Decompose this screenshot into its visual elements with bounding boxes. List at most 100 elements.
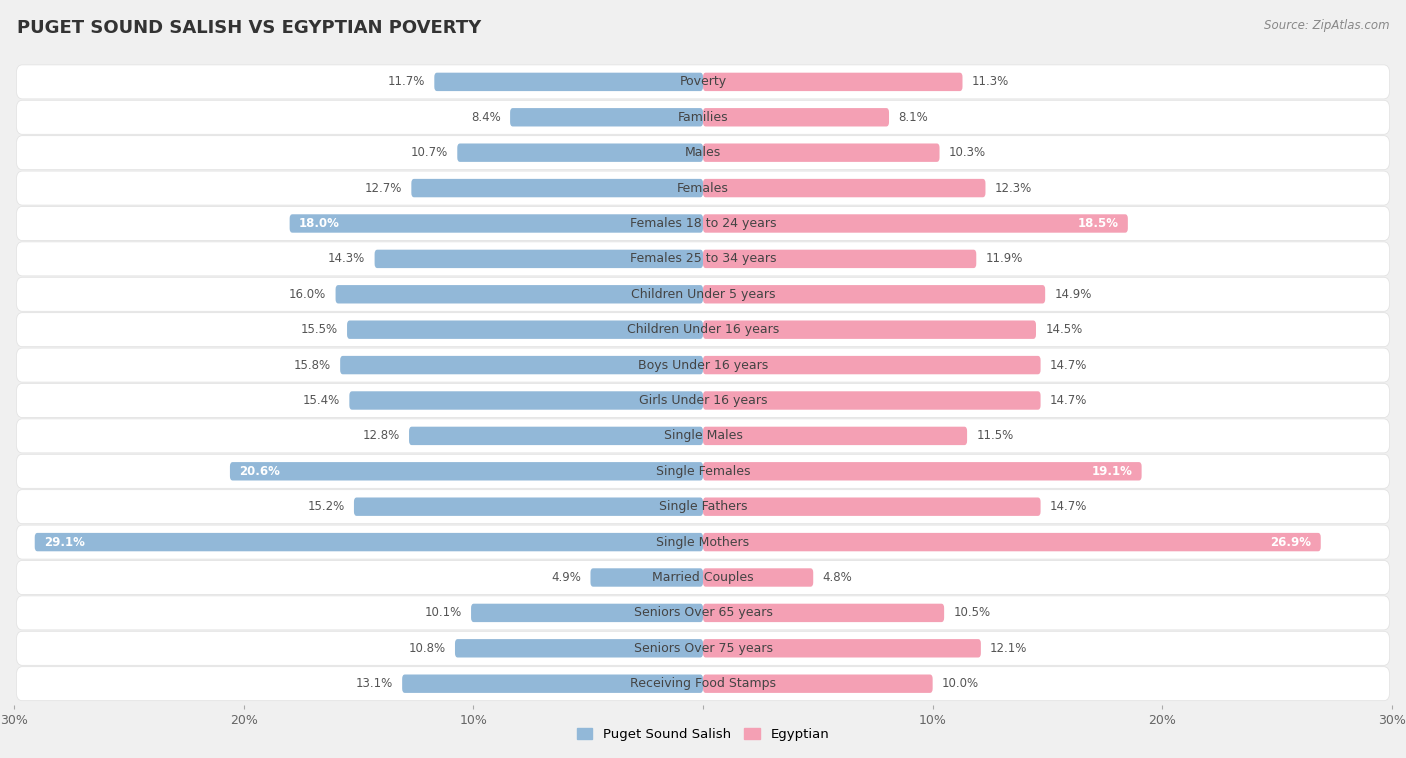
- FancyBboxPatch shape: [703, 143, 939, 162]
- Text: Girls Under 16 years: Girls Under 16 years: [638, 394, 768, 407]
- Text: Single Females: Single Females: [655, 465, 751, 478]
- Text: Source: ZipAtlas.com: Source: ZipAtlas.com: [1264, 19, 1389, 32]
- FancyBboxPatch shape: [17, 100, 1389, 134]
- Text: Families: Families: [678, 111, 728, 124]
- FancyBboxPatch shape: [17, 242, 1389, 276]
- Text: Males: Males: [685, 146, 721, 159]
- Text: 10.7%: 10.7%: [411, 146, 449, 159]
- Text: Receiving Food Stamps: Receiving Food Stamps: [630, 677, 776, 691]
- Text: 15.8%: 15.8%: [294, 359, 330, 371]
- FancyBboxPatch shape: [17, 667, 1389, 700]
- FancyBboxPatch shape: [402, 675, 703, 693]
- FancyBboxPatch shape: [17, 206, 1389, 240]
- FancyBboxPatch shape: [290, 215, 703, 233]
- Legend: Puget Sound Salish, Egyptian: Puget Sound Salish, Egyptian: [571, 723, 835, 747]
- Text: 15.5%: 15.5%: [301, 323, 337, 337]
- Text: 11.3%: 11.3%: [972, 75, 1010, 89]
- Text: 18.5%: 18.5%: [1077, 217, 1119, 230]
- Text: Seniors Over 75 years: Seniors Over 75 years: [634, 642, 772, 655]
- Text: PUGET SOUND SALISH VS EGYPTIAN POVERTY: PUGET SOUND SALISH VS EGYPTIAN POVERTY: [17, 19, 481, 37]
- FancyBboxPatch shape: [409, 427, 703, 445]
- FancyBboxPatch shape: [17, 277, 1389, 312]
- Text: 4.9%: 4.9%: [551, 571, 581, 584]
- Text: 18.0%: 18.0%: [299, 217, 340, 230]
- Text: 12.1%: 12.1%: [990, 642, 1028, 655]
- FancyBboxPatch shape: [17, 560, 1389, 594]
- FancyBboxPatch shape: [17, 490, 1389, 524]
- FancyBboxPatch shape: [17, 419, 1389, 453]
- Text: 26.9%: 26.9%: [1271, 536, 1312, 549]
- FancyBboxPatch shape: [471, 603, 703, 622]
- Text: Females 25 to 34 years: Females 25 to 34 years: [630, 252, 776, 265]
- Text: Children Under 5 years: Children Under 5 years: [631, 288, 775, 301]
- Text: Females: Females: [678, 182, 728, 195]
- Text: 20.6%: 20.6%: [239, 465, 280, 478]
- FancyBboxPatch shape: [703, 497, 1040, 516]
- FancyBboxPatch shape: [703, 427, 967, 445]
- Text: 13.1%: 13.1%: [356, 677, 392, 691]
- Text: 12.8%: 12.8%: [363, 429, 399, 443]
- Text: 11.9%: 11.9%: [986, 252, 1022, 265]
- Text: 14.7%: 14.7%: [1050, 394, 1087, 407]
- Text: 11.7%: 11.7%: [388, 75, 425, 89]
- FancyBboxPatch shape: [17, 171, 1389, 205]
- FancyBboxPatch shape: [703, 108, 889, 127]
- FancyBboxPatch shape: [703, 462, 1142, 481]
- FancyBboxPatch shape: [456, 639, 703, 657]
- FancyBboxPatch shape: [17, 596, 1389, 630]
- Text: 14.7%: 14.7%: [1050, 359, 1087, 371]
- FancyBboxPatch shape: [703, 215, 1128, 233]
- FancyBboxPatch shape: [703, 179, 986, 197]
- Text: 8.1%: 8.1%: [898, 111, 928, 124]
- FancyBboxPatch shape: [703, 568, 813, 587]
- FancyBboxPatch shape: [17, 631, 1389, 666]
- Text: Children Under 16 years: Children Under 16 years: [627, 323, 779, 337]
- FancyBboxPatch shape: [340, 356, 703, 374]
- FancyBboxPatch shape: [347, 321, 703, 339]
- FancyBboxPatch shape: [510, 108, 703, 127]
- FancyBboxPatch shape: [703, 675, 932, 693]
- FancyBboxPatch shape: [231, 462, 703, 481]
- Text: Single Fathers: Single Fathers: [659, 500, 747, 513]
- FancyBboxPatch shape: [457, 143, 703, 162]
- FancyBboxPatch shape: [703, 391, 1040, 409]
- FancyBboxPatch shape: [336, 285, 703, 303]
- Text: 4.8%: 4.8%: [823, 571, 852, 584]
- FancyBboxPatch shape: [17, 65, 1389, 99]
- Text: Married Couples: Married Couples: [652, 571, 754, 584]
- Text: 12.7%: 12.7%: [364, 182, 402, 195]
- Text: 10.5%: 10.5%: [953, 606, 990, 619]
- Text: Single Males: Single Males: [664, 429, 742, 443]
- Text: 14.9%: 14.9%: [1054, 288, 1091, 301]
- Text: 10.8%: 10.8%: [409, 642, 446, 655]
- Text: Single Mothers: Single Mothers: [657, 536, 749, 549]
- Text: 10.0%: 10.0%: [942, 677, 979, 691]
- FancyBboxPatch shape: [17, 525, 1389, 559]
- Text: 29.1%: 29.1%: [44, 536, 84, 549]
- Text: Seniors Over 65 years: Seniors Over 65 years: [634, 606, 772, 619]
- Text: 12.3%: 12.3%: [994, 182, 1032, 195]
- Text: Poverty: Poverty: [679, 75, 727, 89]
- FancyBboxPatch shape: [17, 348, 1389, 382]
- Text: Females 18 to 24 years: Females 18 to 24 years: [630, 217, 776, 230]
- FancyBboxPatch shape: [703, 73, 963, 91]
- FancyBboxPatch shape: [412, 179, 703, 197]
- Text: 14.7%: 14.7%: [1050, 500, 1087, 513]
- Text: 15.4%: 15.4%: [302, 394, 340, 407]
- FancyBboxPatch shape: [35, 533, 703, 551]
- Text: 16.0%: 16.0%: [290, 288, 326, 301]
- Text: 10.1%: 10.1%: [425, 606, 461, 619]
- FancyBboxPatch shape: [17, 454, 1389, 488]
- Text: 19.1%: 19.1%: [1091, 465, 1132, 478]
- FancyBboxPatch shape: [374, 249, 703, 268]
- Text: 14.3%: 14.3%: [328, 252, 366, 265]
- FancyBboxPatch shape: [354, 497, 703, 516]
- Text: 11.5%: 11.5%: [976, 429, 1014, 443]
- FancyBboxPatch shape: [703, 321, 1036, 339]
- FancyBboxPatch shape: [703, 249, 976, 268]
- FancyBboxPatch shape: [17, 313, 1389, 346]
- FancyBboxPatch shape: [703, 603, 945, 622]
- FancyBboxPatch shape: [703, 356, 1040, 374]
- FancyBboxPatch shape: [591, 568, 703, 587]
- FancyBboxPatch shape: [703, 285, 1045, 303]
